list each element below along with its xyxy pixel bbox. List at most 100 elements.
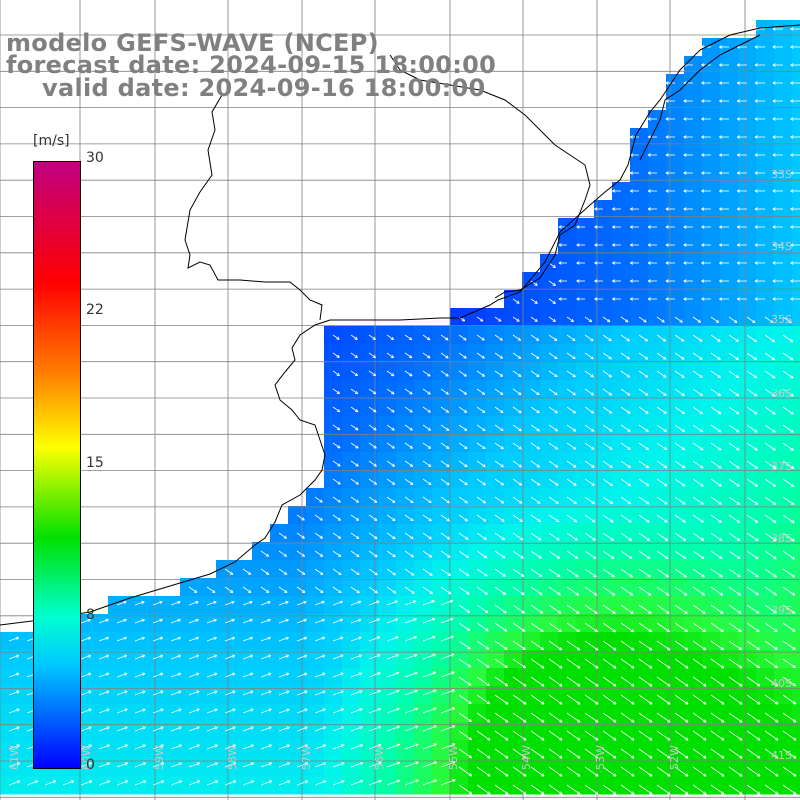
wind-arrow — [404, 635, 418, 642]
wind-arrow — [647, 243, 657, 247]
wind-arrow — [260, 708, 272, 714]
wind-arrow — [386, 478, 396, 485]
wind-arrow — [494, 658, 508, 669]
wind-arrow — [368, 460, 377, 467]
wind-arrow — [530, 334, 540, 341]
wind-arrow — [701, 189, 711, 193]
wind-arrow — [584, 766, 599, 777]
wind-arrow — [386, 707, 400, 714]
wind-arrow — [458, 442, 468, 450]
wind-arrow — [710, 676, 725, 687]
wind-speed-cell — [720, 200, 739, 219]
wind-arrow — [494, 370, 504, 377]
wind-speed-cell — [666, 74, 685, 93]
wind-arrow — [594, 225, 603, 229]
wind-speed-cell — [792, 776, 800, 795]
wind-arrow — [152, 618, 163, 624]
wind-arrow — [386, 460, 396, 467]
wind-arrow — [206, 690, 218, 696]
latitude-label: 33S — [771, 168, 792, 181]
wind-arrow — [782, 712, 797, 723]
wind-speed-cell — [612, 200, 631, 219]
wind-arrow — [701, 99, 711, 103]
wind-speed-cell — [774, 92, 793, 111]
wind-arrow — [548, 748, 563, 759]
wind-arrow — [440, 334, 449, 341]
wind-arrow — [638, 766, 653, 777]
wind-arrow — [368, 406, 377, 413]
wind-speed-cell — [792, 524, 800, 543]
wind-arrow — [512, 496, 523, 504]
wind-arrow — [782, 586, 796, 596]
wind-arrow — [728, 460, 740, 469]
wind-arrow — [701, 243, 711, 247]
wind-arrow — [494, 676, 509, 687]
wind-arrow — [764, 658, 778, 669]
wind-arrow — [701, 279, 711, 283]
wind-speed-cell — [720, 128, 739, 147]
wind-speed-cell — [702, 254, 721, 273]
wind-arrow — [404, 460, 414, 467]
wind-arrow — [224, 654, 236, 660]
wind-speed-cell — [738, 164, 757, 183]
wind-arrow — [683, 99, 693, 103]
wind-arrow — [710, 334, 721, 342]
wind-arrow — [458, 370, 467, 377]
wind-speed-cell — [792, 686, 800, 705]
wind-speed-cell — [792, 578, 800, 597]
forecast-date: forecast date: 2024-09-15 18:00:00 — [6, 51, 497, 79]
wind-arrow — [728, 334, 739, 342]
wind-arrow — [710, 406, 722, 415]
wind-arrow — [350, 532, 360, 539]
wind-arrow — [422, 761, 438, 768]
wind-speed-cell — [666, 200, 685, 219]
wind-arrow — [332, 424, 341, 431]
wind-arrow — [782, 316, 792, 324]
wind-arrow — [242, 600, 253, 606]
wind-arrow — [665, 189, 675, 193]
wind-arrow — [476, 550, 488, 559]
wind-arrow — [314, 654, 326, 660]
wind-arrow — [566, 622, 580, 633]
wind-speed-cell — [648, 236, 667, 255]
wind-speed-cell — [684, 74, 703, 93]
wind-speed-cell — [720, 56, 739, 75]
wind-arrow — [764, 730, 779, 741]
wind-speed-cell — [738, 146, 757, 165]
wind-speed-cell — [792, 704, 800, 723]
wind-arrow — [548, 532, 560, 541]
wind-arrow — [754, 153, 765, 157]
wind-speed-cell — [720, 254, 739, 273]
wind-arrow — [8, 762, 21, 768]
wind-arrow — [728, 496, 741, 505]
wind-arrow — [458, 568, 470, 577]
wind-arrow — [548, 550, 561, 559]
wind-arrow — [440, 568, 451, 577]
wind-arrow — [404, 424, 413, 431]
wind-arrow — [530, 586, 543, 596]
wind-arrow — [440, 532, 451, 540]
wind-arrow — [314, 726, 326, 732]
wind-arrow — [296, 550, 306, 557]
wind-arrow — [512, 406, 522, 414]
wind-arrow — [665, 99, 675, 103]
wind-arrow — [772, 171, 783, 175]
wind-arrow — [170, 690, 182, 696]
wind-arrow — [736, 81, 747, 85]
wind-arrow — [440, 550, 451, 558]
wind-speed-cell — [738, 200, 757, 219]
wind-arrow — [260, 586, 270, 593]
wind-arrow — [602, 586, 616, 596]
wind-arrow — [494, 478, 505, 486]
wind-arrow — [638, 388, 649, 396]
wind-speed-cell — [630, 254, 649, 273]
wind-arrow — [350, 743, 363, 750]
wind-arrow — [764, 424, 776, 433]
wind-arrow — [386, 424, 395, 431]
wind-arrow — [242, 690, 254, 696]
wind-arrow — [332, 744, 345, 750]
wind-arrow — [98, 654, 110, 660]
wind-arrow — [710, 568, 723, 578]
wind-arrow — [746, 442, 758, 451]
wind-arrow — [260, 654, 272, 660]
